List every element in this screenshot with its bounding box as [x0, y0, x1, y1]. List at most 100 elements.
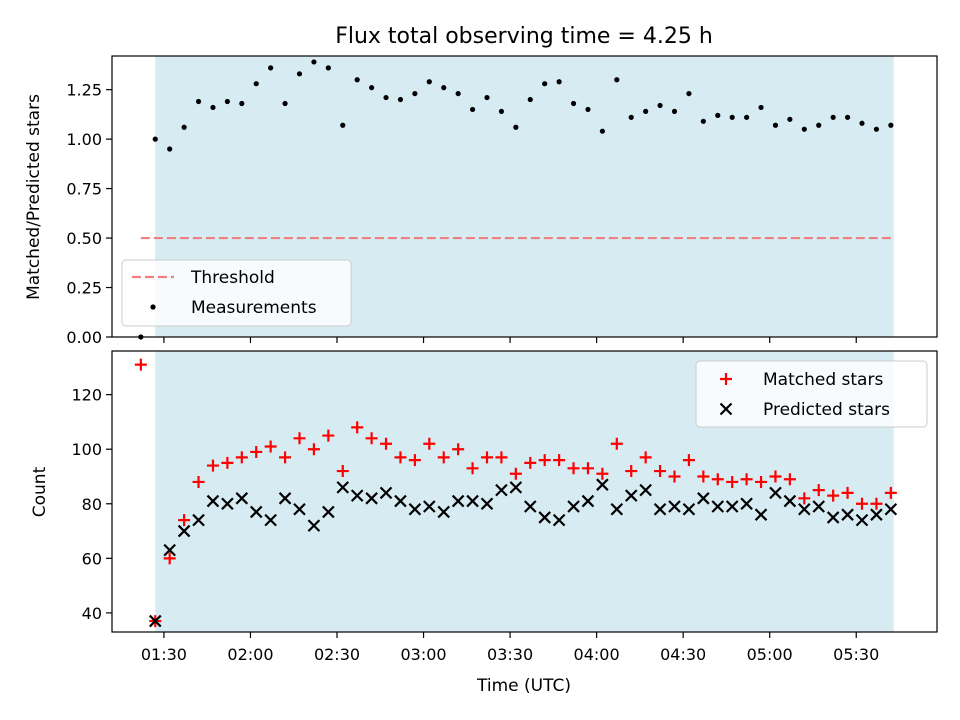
measurement-point [527, 96, 533, 103]
predicted-stars-point [293, 502, 306, 516]
measurement-point [700, 118, 706, 124]
matched-stars-point [524, 456, 537, 469]
measurement-point [268, 65, 274, 71]
predicted-stars-point [523, 500, 537, 513]
predicted-stars-point [538, 511, 551, 524]
chart-title: Flux total observing time = 4.25 h [335, 24, 713, 49]
measurement-point [542, 81, 548, 87]
measurement-point [671, 108, 678, 115]
matched-stars-point [740, 473, 753, 486]
measurement-point [181, 124, 187, 130]
predicted-stars-point [754, 508, 768, 521]
matched-stars-point [481, 451, 493, 464]
x-tick-label: 02:30 [314, 645, 360, 664]
predicted-stars-point [221, 497, 234, 511]
matched-stars-point [798, 492, 811, 505]
predicted-stars-point [798, 502, 811, 516]
measurement-point [556, 79, 562, 85]
matched-stars-point [711, 473, 724, 486]
predicted-stars-point [148, 614, 162, 628]
matched-stars-point [423, 437, 436, 450]
x-tick-label: 05:30 [833, 645, 879, 664]
count-y-tick-label: 60 [82, 549, 102, 568]
matched-stars-point [408, 454, 421, 467]
ratio-panel: 0.00 0.25 0.50 0.75 1.00 1.25 Threshold Measure… [66, 55, 938, 347]
predicted-stars-point [552, 513, 566, 527]
measurements-legend-label: Measurements [191, 298, 317, 318]
matched-stars-point [250, 445, 263, 458]
matched-stars-point [538, 454, 551, 467]
matched-stars-point [827, 489, 840, 502]
measurement-point [873, 126, 880, 132]
x-tick-label: 03:00 [400, 645, 446, 664]
measurement-point [715, 112, 721, 118]
matched-stars-point [365, 432, 378, 445]
measurement-point [744, 114, 750, 120]
predicted-stars-point [740, 497, 753, 511]
matched-stars-point [437, 451, 450, 464]
predicted-stars-point [509, 481, 523, 494]
measurement-point [412, 90, 418, 97]
matched-stars-point [812, 484, 825, 497]
ratio-y-tick-label: 0.75 [66, 180, 102, 199]
matched-stars-point [625, 465, 638, 478]
measurement-point [729, 114, 735, 120]
x-tick-label: 04:30 [660, 645, 706, 664]
matched-stars-point [668, 470, 681, 483]
matched-stars-point [380, 437, 393, 450]
count-y-tick-label: 100 [71, 440, 102, 459]
count-y-tick-label: 40 [82, 604, 102, 623]
measurement-point [686, 90, 692, 97]
predicted-legend-swatch [719, 402, 733, 416]
predicted-stars-point [581, 494, 595, 508]
measurement-point [224, 98, 230, 105]
matched-stars-point [581, 462, 594, 475]
measurement-point [498, 108, 505, 115]
measurement-point [772, 122, 779, 128]
matched-stars-point [336, 465, 349, 478]
matched-stars-point [596, 467, 609, 480]
matched-stars-point [856, 497, 868, 510]
ratio-y-tick-label: 0.50 [66, 229, 102, 248]
count-legend-box [695, 360, 928, 428]
measurement-point [397, 96, 404, 103]
measurement-point [239, 100, 245, 107]
measurement-point [152, 136, 158, 142]
predicted-stars-point [725, 500, 739, 513]
ratio-y-tick-label: 0.00 [66, 328, 102, 347]
measurement-point [210, 104, 216, 111]
predicted-stars-point [177, 524, 191, 538]
predicted-stars-point [336, 481, 350, 494]
matched-stars-point [495, 451, 508, 464]
x-axis-label: Time (UTC) [476, 676, 571, 696]
ratio-y-tick-label: 1.00 [66, 130, 102, 149]
matched-stars-point [884, 486, 897, 499]
predicted-stars-point [653, 502, 667, 516]
predicted-stars-point [163, 543, 176, 557]
predicted-stars-point [206, 494, 220, 508]
matched-stars-point [639, 451, 652, 464]
count-y-tick-label: 120 [71, 386, 102, 405]
matched-stars-point [264, 440, 277, 453]
measurement-point [801, 126, 807, 132]
measurement-point [455, 90, 461, 97]
matched-stars-point [279, 451, 292, 464]
measurement-point [441, 85, 447, 91]
measurement-point [469, 106, 476, 113]
predicted-stars-point [841, 508, 854, 521]
ratio-legend: Threshold Measurements [121, 259, 352, 327]
predicted-stars-point [769, 486, 782, 500]
ratio-y-axis-label: Matched/Predicted stars [24, 94, 44, 300]
measurement-point [354, 77, 360, 83]
predicted-stars-point [278, 492, 292, 505]
measurement-point [859, 120, 865, 126]
ratio-legend-box [121, 259, 352, 327]
measurement-point [282, 100, 288, 107]
x-tick-label: 01:30 [141, 645, 187, 664]
predicted-stars-point [350, 489, 364, 502]
measurement-point [599, 128, 605, 134]
matched-stars-point [466, 462, 479, 475]
measurement-point [311, 59, 317, 65]
measurement-point [844, 114, 851, 120]
